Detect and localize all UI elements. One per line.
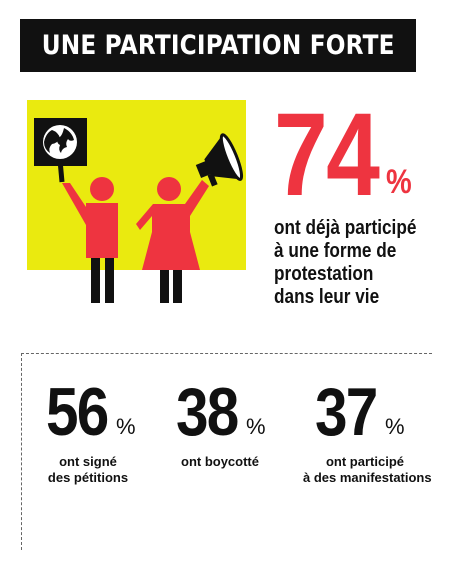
stat-demonstrations: 37 % ont participé à des manifestations: [303, 372, 432, 485]
stat-unit: %: [385, 414, 405, 439]
stat-description-line: des pétitions: [47, 470, 129, 485]
hero-description-line: à une forme de: [274, 240, 397, 262]
page-title: UNE PARTICIPATION FORTE: [41, 30, 395, 61]
megaphone-icon: [195, 133, 244, 187]
hero-description-line: protestation: [274, 263, 374, 285]
stat-description: ont signé des pétitions: [38, 454, 138, 486]
stat-unit: %: [116, 414, 136, 439]
dashed-divider: [21, 353, 432, 550]
stat-description-line: ont boycotté: [181, 454, 259, 469]
stat-description: ont boycotté: [170, 454, 270, 470]
stat-petitions: 56 % ont signé des pétitions: [46, 372, 136, 485]
stat-description-line: à des manifestations: [303, 470, 432, 485]
title-bar: UNE PARTICIPATION FORTE: [20, 19, 416, 72]
hero-description-line: ont déjà participé: [274, 217, 417, 239]
hero-stat: 74 %: [274, 89, 444, 221]
stat-description-line: ont participé: [325, 454, 404, 469]
stat-boycott: 38 % ont boycotté: [176, 372, 266, 469]
protest-sign-with-earth-icon: [34, 118, 87, 183]
hero-description-line: dans leur vie: [274, 286, 380, 308]
stat-value: 37: [315, 374, 378, 450]
stat-unit: %: [246, 414, 266, 439]
stat-value: 38: [176, 374, 239, 450]
protest-illustration: [27, 100, 246, 303]
stat-description-line: ont signé: [59, 454, 117, 469]
stat-description: ont participé à des manifestations: [303, 454, 432, 486]
hero-unit: %: [386, 163, 412, 201]
hero-value: 74: [274, 89, 380, 221]
stat-value: 56: [46, 374, 109, 450]
person-icon: [136, 177, 209, 303]
person-icon: [62, 177, 118, 303]
hero-description: ont déjà participé à une forme de protes…: [274, 217, 416, 309]
